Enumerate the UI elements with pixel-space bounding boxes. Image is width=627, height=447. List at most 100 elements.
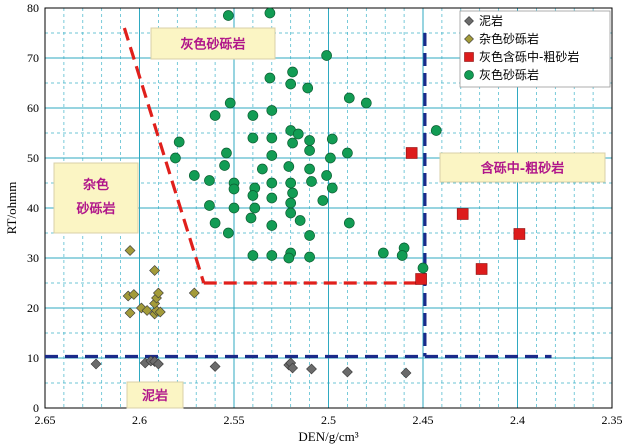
data-point-series-3 — [283, 252, 295, 264]
data-point-series-3 — [188, 170, 200, 181]
data-point-series-3 — [170, 152, 181, 164]
data-point-series-3 — [285, 207, 297, 219]
data-point-series-3 — [304, 251, 315, 263]
data-point-series-3 — [264, 72, 276, 84]
data-point-series-2 — [475, 263, 488, 275]
y-tick-label: 10 — [27, 351, 39, 365]
data-point-series-3 — [266, 105, 278, 116]
data-point-series-3 — [266, 132, 278, 144]
y-tick-label: 20 — [27, 301, 39, 315]
classification-boundaries — [45, 27, 552, 359]
y-tick-label: 60 — [27, 101, 39, 115]
y-tick-label: 70 — [27, 51, 39, 65]
data-point-series-0 — [209, 361, 221, 372]
data-point-series-3 — [247, 190, 259, 201]
annotation-label: 泥岩 — [142, 388, 168, 404]
data-point-series-3 — [266, 177, 278, 189]
annotation-box — [439, 152, 606, 183]
data-point-series-3 — [219, 160, 230, 171]
data-point-series-3 — [247, 110, 259, 121]
annotation-box — [53, 162, 139, 234]
data-point-series-0 — [152, 358, 164, 370]
data-point-series-3 — [430, 125, 442, 136]
y-tick-label: 40 — [27, 201, 39, 215]
legend-label: 灰色含砾中-粗砂岩 — [479, 49, 579, 64]
data-point-series-3 — [302, 82, 314, 94]
data-point-series-3 — [326, 133, 338, 145]
data-point-series-3 — [326, 182, 338, 194]
data-point-series-3 — [377, 247, 389, 259]
data-point-series-3 — [173, 136, 185, 148]
annotation-label: 杂色 — [83, 177, 109, 193]
data-point-series-3 — [222, 227, 234, 239]
legend-label: 灰色砂砾岩 — [479, 67, 539, 82]
data-point-series-3 — [221, 147, 232, 159]
legend-marker — [464, 70, 474, 80]
data-point-series-3 — [204, 200, 215, 211]
data-point-series-1 — [128, 289, 140, 300]
x-axis-ticks: 2.65 2.6 2.55 2.5 2.45 2.4 2.35 — [35, 413, 623, 427]
data-point-series-1 — [188, 287, 200, 299]
y-tick-label: 30 — [27, 251, 39, 265]
data-point-series-3 — [245, 212, 257, 224]
data-point-series-2 — [456, 208, 469, 220]
data-point-series-0 — [341, 366, 353, 378]
data-point-series-0 — [400, 367, 412, 379]
annotation-label: 含砾中-粗砂岩 — [480, 161, 564, 177]
data-point-series-1 — [141, 305, 153, 316]
data-point-series-3 — [287, 137, 298, 149]
data-point-series-0 — [90, 358, 102, 370]
data-point-series-1 — [149, 265, 161, 276]
data-point-series-2 — [513, 228, 526, 240]
data-point-series-3 — [360, 97, 372, 109]
plot-frame — [44, 7, 613, 409]
data-point-series-2 — [405, 147, 418, 159]
data-point-series-3 — [257, 163, 268, 175]
x-tick-label: 2.5 — [321, 413, 336, 427]
data-point-series-3 — [266, 192, 278, 204]
y-axis-ticks: 0 10 20 30 40 50 60 70 80 — [27, 1, 39, 415]
data-point-series-3 — [321, 170, 332, 181]
data-point-series-3 — [249, 202, 261, 214]
data-point-series-1 — [152, 287, 164, 299]
legend-marker — [464, 16, 474, 26]
data-point-series-3 — [222, 10, 234, 21]
data-point-series-0 — [306, 363, 317, 375]
data-points — [90, 7, 526, 379]
data-point-series-3 — [247, 250, 259, 261]
data-point-series-3 — [304, 230, 315, 241]
legend-marker — [464, 34, 474, 44]
y-tick-label: 50 — [27, 151, 39, 165]
data-point-series-3 — [209, 110, 221, 121]
data-point-series-3 — [304, 135, 315, 146]
data-point-series-3 — [304, 163, 315, 175]
data-point-series-1 — [124, 307, 136, 319]
x-tick-label: 2.6 — [132, 413, 147, 427]
x-tick-label: 2.55 — [224, 413, 245, 427]
data-point-series-3 — [266, 250, 278, 261]
annotation-box — [126, 381, 184, 409]
data-point-series-3 — [317, 195, 329, 206]
legend-box — [459, 10, 611, 88]
legend-marker — [464, 52, 474, 62]
data-point-series-3 — [294, 215, 306, 226]
x-axis-title: DEN/g/cm³ — [298, 429, 358, 444]
data-point-series-3 — [228, 183, 240, 195]
data-point-series-3 — [285, 78, 297, 90]
data-point-series-3 — [292, 128, 304, 140]
data-point-series-1 — [154, 306, 166, 318]
legend-label: 泥岩 — [479, 13, 503, 28]
data-point-series-3 — [266, 150, 278, 161]
data-point-series-3 — [264, 7, 276, 19]
annotation-box — [150, 27, 276, 60]
data-point-series-3 — [342, 147, 353, 159]
annotation-label: 砂砾岩 — [75, 201, 115, 217]
x-tick-label: 2.45 — [413, 413, 434, 427]
data-point-series-3 — [204, 175, 215, 186]
data-point-series-3 — [325, 152, 336, 164]
legend-label: 杂色砂砾岩 — [479, 31, 539, 46]
data-point-series-3 — [343, 217, 355, 229]
data-point-series-3 — [306, 176, 317, 187]
